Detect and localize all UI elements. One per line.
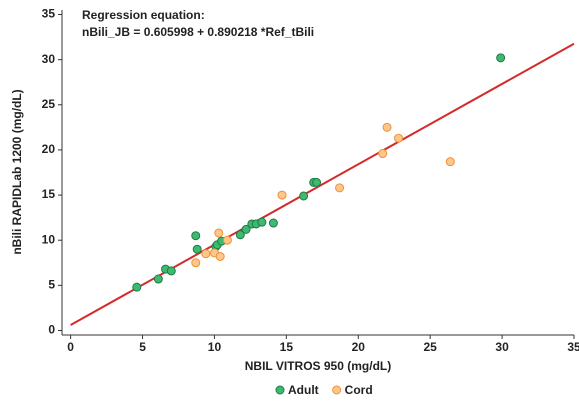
point xyxy=(235,230,245,240)
legend-marker xyxy=(332,385,342,395)
y-tick-label: 0 xyxy=(48,323,55,337)
x-tick-label: 10 xyxy=(208,340,222,354)
point xyxy=(215,251,225,261)
x-tick-label: 0 xyxy=(67,340,74,354)
y-axis-label: nBili RAPIDLab 1200 (mg/dL) xyxy=(10,89,24,254)
point xyxy=(191,258,201,268)
point xyxy=(378,149,388,159)
y-tick-label: 20 xyxy=(42,142,56,156)
x-tick-label: 20 xyxy=(352,340,366,354)
y-tick-label: 30 xyxy=(42,52,56,66)
point xyxy=(445,157,455,167)
x-tick-label: 25 xyxy=(424,340,438,354)
point xyxy=(394,133,404,143)
annotation: nBili_JB = 0.605998 + 0.890218 *Ref_tBil… xyxy=(82,25,314,39)
point xyxy=(153,274,163,284)
x-axis-label: NBIL VITROS 950 (mg/dL) xyxy=(245,359,391,373)
x-tick-label: 35 xyxy=(567,340,579,354)
point xyxy=(268,218,278,228)
point xyxy=(277,190,287,200)
x-tick-label: 30 xyxy=(495,340,509,354)
point xyxy=(191,231,201,241)
y-tick-label: 5 xyxy=(48,278,55,292)
point xyxy=(214,228,224,238)
y-tick-label: 25 xyxy=(42,97,56,111)
annotation-title: Regression equation: xyxy=(82,8,205,22)
point xyxy=(312,177,322,187)
legend-label: Cord xyxy=(345,383,373,397)
legend-label: Adult xyxy=(288,383,319,397)
y-tick-label: 15 xyxy=(42,187,56,201)
point xyxy=(132,282,142,292)
y-tick-label: 10 xyxy=(42,232,56,246)
x-tick-label: 5 xyxy=(139,340,146,354)
legend-marker xyxy=(275,385,285,395)
point xyxy=(257,217,267,227)
point xyxy=(382,122,392,132)
point xyxy=(201,249,211,259)
point xyxy=(192,244,202,254)
point xyxy=(241,224,251,234)
point xyxy=(166,266,176,276)
point xyxy=(496,53,506,63)
regression-line xyxy=(70,42,575,326)
point xyxy=(299,191,309,201)
y-tick-label: 35 xyxy=(42,7,56,21)
point xyxy=(222,235,232,245)
x-tick-label: 15 xyxy=(280,340,294,354)
point xyxy=(335,183,345,193)
